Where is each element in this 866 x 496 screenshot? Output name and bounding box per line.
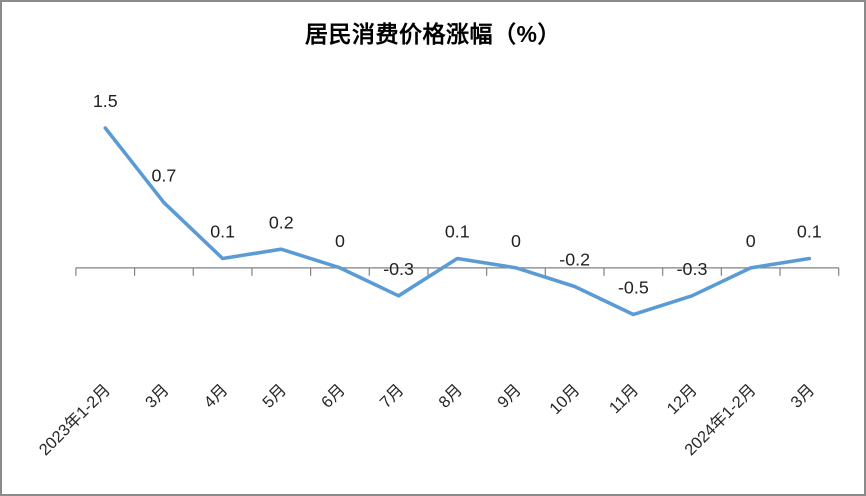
- x-axis-label: 11月: [606, 381, 642, 417]
- x-axis-label: 9月: [494, 381, 525, 412]
- data-label: 0.1: [797, 222, 822, 242]
- data-label: -0.5: [618, 278, 649, 298]
- x-axis-label: 2023年1-2月: [36, 381, 114, 459]
- x-axis-label: 8月: [435, 381, 466, 412]
- data-label: 0.7: [151, 166, 176, 186]
- x-axis-label: 12月: [664, 381, 701, 418]
- x-axis-label: 4月: [201, 381, 232, 412]
- x-axis-label: 5月: [259, 381, 290, 412]
- x-axis-label: 10月: [546, 381, 583, 418]
- cpi-series-line: [103, 126, 812, 317]
- x-axis-label: 3月: [142, 381, 173, 412]
- data-label: -0.3: [383, 259, 414, 279]
- data-label: 0: [335, 231, 345, 251]
- x-axis-label: 3月: [787, 381, 818, 412]
- data-label: 0.1: [445, 222, 470, 242]
- data-label: 0.2: [269, 212, 294, 232]
- data-label: 1.5: [93, 91, 118, 111]
- x-axis-label: 7月: [377, 381, 408, 412]
- data-label: -0.3: [677, 259, 708, 279]
- data-label: 0: [746, 231, 756, 251]
- data-label: -0.2: [559, 250, 590, 270]
- data-label: 0.1: [210, 222, 235, 242]
- data-label: 0: [511, 231, 521, 251]
- x-axis-label: 6月: [318, 381, 349, 412]
